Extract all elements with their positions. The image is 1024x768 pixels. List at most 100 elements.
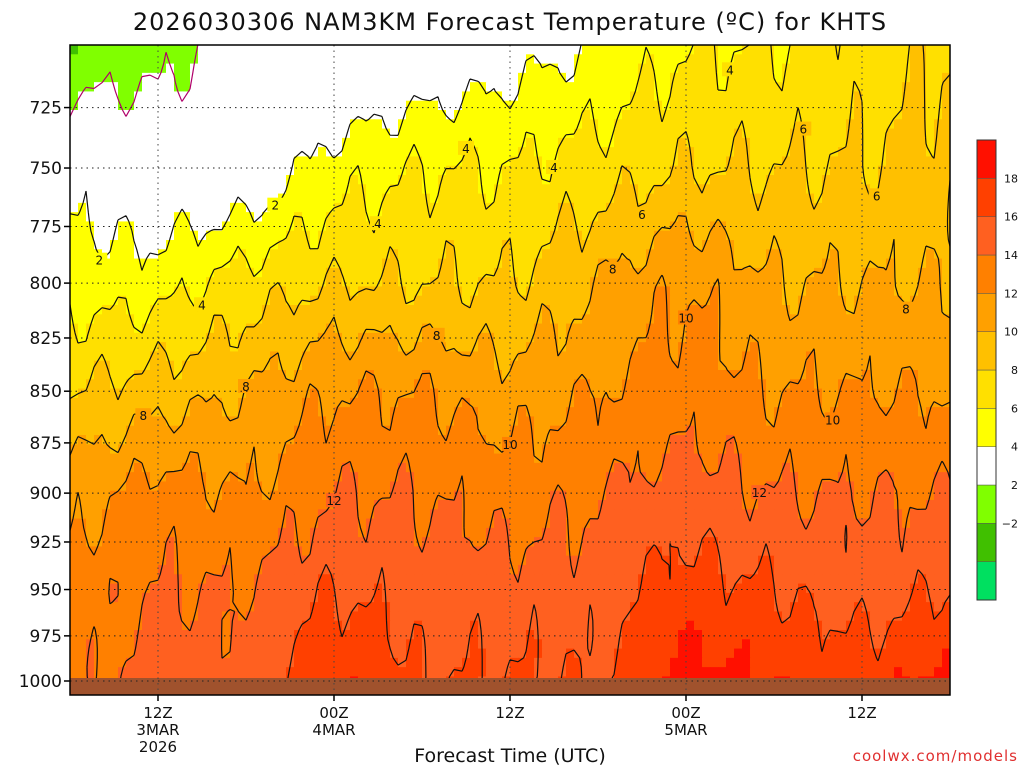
field-cell [398, 45, 407, 55]
field-cell [358, 202, 367, 213]
field-cell [654, 351, 663, 362]
field-cell [230, 100, 239, 111]
field-cell [470, 147, 479, 158]
field-cell [518, 425, 527, 436]
field-cell [454, 100, 463, 111]
field-cell [462, 63, 471, 74]
field-cell [302, 314, 311, 325]
field-cell [486, 240, 495, 250]
field-cell [662, 267, 671, 278]
field-cell [286, 110, 295, 120]
field-cell [638, 388, 647, 399]
field-cell [678, 156, 687, 167]
field-cell [326, 202, 335, 213]
field-cell [70, 100, 79, 111]
field-cell [278, 165, 287, 176]
field-cell [654, 370, 663, 380]
field-cell [326, 342, 335, 353]
field-cell [598, 91, 607, 102]
field-cell [678, 119, 687, 130]
field-cell [374, 435, 383, 445]
field-cell [902, 342, 911, 353]
field-cell [350, 230, 359, 241]
field-cell [286, 323, 295, 334]
field-cell [526, 156, 535, 167]
field-cell [382, 212, 391, 223]
field-cell [318, 258, 327, 269]
field-cell [278, 212, 287, 223]
field-cell [566, 45, 575, 55]
field-cell [110, 100, 119, 111]
field-cell [198, 249, 207, 260]
field-cell [150, 128, 159, 139]
field-cell [846, 249, 855, 260]
field-cell [478, 277, 487, 288]
field-cell [534, 351, 543, 362]
field-cell [438, 72, 447, 83]
field-cell [694, 407, 703, 418]
field-cell [630, 54, 639, 65]
field-cell [542, 444, 551, 455]
field-cell [446, 165, 455, 176]
field-cell [574, 286, 583, 297]
field-cell [102, 416, 111, 427]
field-cell [678, 230, 687, 241]
field-cell [502, 54, 511, 65]
field-cell [910, 267, 919, 278]
field-cell [662, 323, 671, 334]
field-cell [710, 137, 719, 148]
field-cell [374, 175, 383, 185]
field-cell [142, 435, 151, 445]
field-cell [118, 175, 127, 185]
field-cell [302, 212, 311, 223]
field-cell [118, 63, 127, 74]
field-cell [486, 286, 495, 297]
field-cell [238, 332, 247, 343]
field-cell [230, 416, 239, 427]
field-cell [222, 444, 231, 455]
field-cell [390, 175, 399, 185]
field-cell [70, 258, 79, 269]
field-cell [174, 388, 183, 399]
field-cell [302, 277, 311, 288]
field-cell [910, 453, 919, 464]
field-cell [774, 249, 783, 260]
field-cell [758, 156, 767, 167]
field-cell [830, 305, 839, 315]
field-cell [750, 184, 759, 195]
field-cell [174, 110, 183, 120]
field-cell [814, 240, 823, 250]
field-cell [518, 267, 527, 278]
field-cell [814, 453, 823, 464]
field-cell [822, 137, 831, 148]
field-cell [734, 82, 743, 93]
field-cell [606, 212, 615, 223]
field-cell [606, 295, 615, 306]
field-cell [214, 147, 223, 158]
field-cell [310, 370, 319, 380]
field-cell [918, 277, 927, 288]
field-cell [142, 425, 151, 436]
field-cell [590, 286, 599, 297]
field-cell [902, 351, 911, 362]
field-cell [102, 397, 111, 408]
field-cell [926, 397, 935, 408]
field-cell [814, 249, 823, 260]
field-cell [70, 407, 79, 418]
field-cell [310, 416, 319, 427]
field-cell [278, 351, 287, 362]
field-cell [638, 351, 647, 362]
field-cell [462, 305, 471, 315]
field-cell [910, 379, 919, 390]
field-cell [790, 416, 799, 427]
field-cell [438, 165, 447, 176]
field-cell [542, 342, 551, 353]
field-cell [614, 147, 623, 158]
field-cell [222, 314, 231, 325]
field-cell [854, 137, 863, 148]
field-cell [334, 128, 343, 139]
field-cell [558, 425, 567, 436]
field-cell [702, 147, 711, 158]
field-cell [550, 147, 559, 158]
field-cell [214, 100, 223, 111]
